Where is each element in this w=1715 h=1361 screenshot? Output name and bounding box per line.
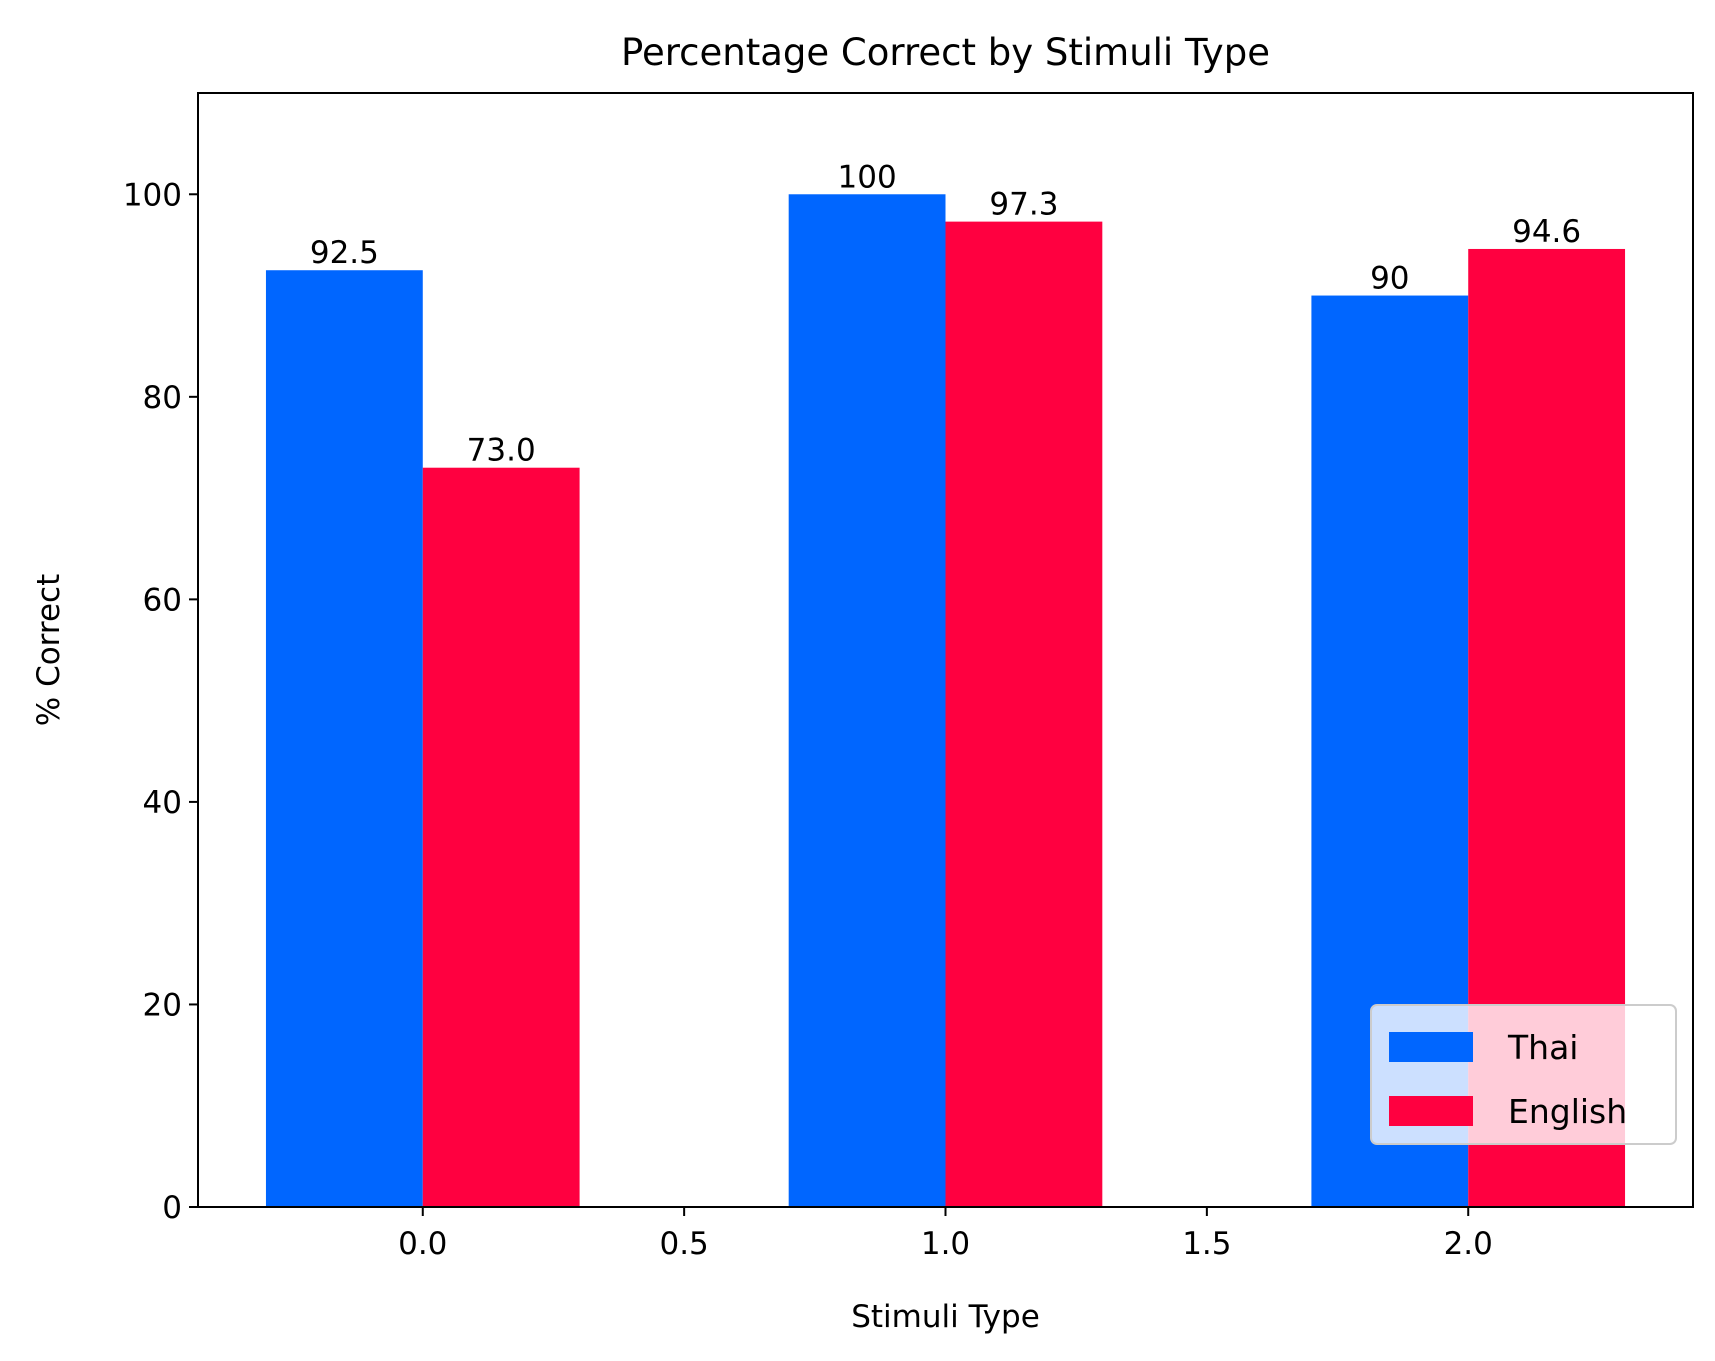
bar-value-label: 90 bbox=[1370, 261, 1409, 297]
bar-value-label: 94.6 bbox=[1512, 214, 1581, 250]
x-tick-label: 1.0 bbox=[921, 1226, 970, 1262]
y-tick-label: 40 bbox=[143, 785, 182, 821]
y-axis-ticks: 0 20 40 60 80 100 bbox=[123, 177, 198, 1226]
legend-label-thai: Thai bbox=[1507, 1028, 1578, 1067]
legend-swatch-english bbox=[1389, 1096, 1473, 1126]
bar-value-label: 100 bbox=[838, 159, 897, 195]
y-tick-label: 100 bbox=[123, 177, 182, 213]
x-tick-label: 2.0 bbox=[1444, 1226, 1493, 1262]
y-axis-label: % Correct bbox=[31, 574, 67, 726]
x-tick-label: 1.5 bbox=[1182, 1226, 1231, 1262]
x-axis-label: Stimuli Type bbox=[851, 1299, 1040, 1335]
y-tick-label: 60 bbox=[143, 582, 182, 618]
bar-value-label: 73.0 bbox=[467, 433, 536, 469]
legend-label-english: English bbox=[1508, 1092, 1627, 1131]
x-axis-ticks: 0.0 0.5 1.0 1.5 2.0 bbox=[398, 1207, 1493, 1262]
legend: Thai English bbox=[1370, 1004, 1677, 1145]
y-tick-label: 20 bbox=[143, 987, 182, 1023]
bar-thai-0 bbox=[265, 270, 423, 1207]
bar-english-1 bbox=[945, 221, 1103, 1208]
bar-value-label: 97.3 bbox=[989, 187, 1058, 223]
bar-thai-1 bbox=[788, 194, 946, 1208]
bar-value-label: 92.5 bbox=[310, 235, 379, 271]
x-tick-label: 0.5 bbox=[659, 1226, 708, 1262]
x-tick-label: 0.0 bbox=[398, 1226, 447, 1262]
bar-labels-layer: 92.5 100 90 73.0 97.3 94.6 bbox=[310, 159, 1581, 468]
y-tick-label: 0 bbox=[162, 1190, 182, 1226]
chart-title: Percentage Correct by Stimuli Type bbox=[621, 31, 1270, 74]
y-tick-label: 80 bbox=[143, 380, 182, 416]
bars-layer bbox=[265, 194, 1626, 1208]
bar-english-0 bbox=[422, 467, 580, 1207]
legend-swatch-thai bbox=[1389, 1032, 1473, 1062]
